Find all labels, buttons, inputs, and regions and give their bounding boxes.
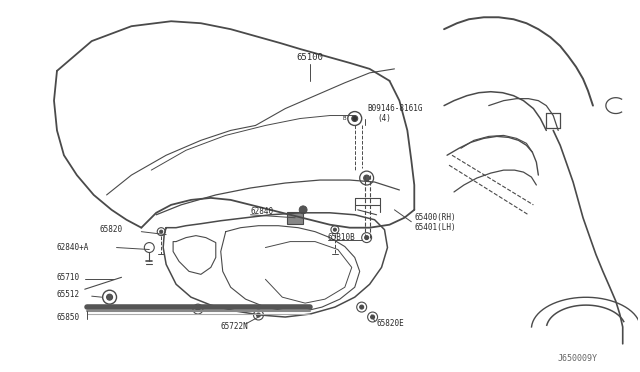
Text: B: B	[342, 116, 346, 121]
Circle shape	[360, 305, 364, 309]
Circle shape	[365, 235, 369, 240]
Bar	[287, 212, 303, 224]
Text: 65512: 65512	[57, 290, 80, 299]
Circle shape	[196, 307, 200, 311]
Text: (4): (4)	[378, 114, 392, 123]
Text: 65722N: 65722N	[221, 323, 248, 331]
Circle shape	[364, 175, 370, 181]
Text: 62840+A: 62840+A	[57, 243, 90, 252]
Text: 65401(LH): 65401(LH)	[414, 223, 456, 232]
Text: 65400(RH): 65400(RH)	[414, 213, 456, 222]
Text: B09146-8161G: B09146-8161G	[367, 104, 423, 113]
Circle shape	[299, 206, 307, 214]
Text: 65100: 65100	[296, 54, 323, 62]
Text: 65820E: 65820E	[376, 320, 404, 328]
Circle shape	[160, 230, 163, 233]
Circle shape	[333, 228, 337, 231]
Circle shape	[107, 294, 113, 300]
Text: 65710: 65710	[57, 273, 80, 282]
Circle shape	[257, 313, 260, 317]
Text: 65B10B: 65B10B	[328, 233, 356, 242]
Text: 65820: 65820	[100, 225, 123, 234]
Text: J650009Y: J650009Y	[558, 354, 598, 363]
Circle shape	[352, 116, 358, 122]
Text: 62840: 62840	[250, 207, 274, 216]
Circle shape	[371, 315, 374, 319]
Text: 65850: 65850	[57, 312, 80, 321]
